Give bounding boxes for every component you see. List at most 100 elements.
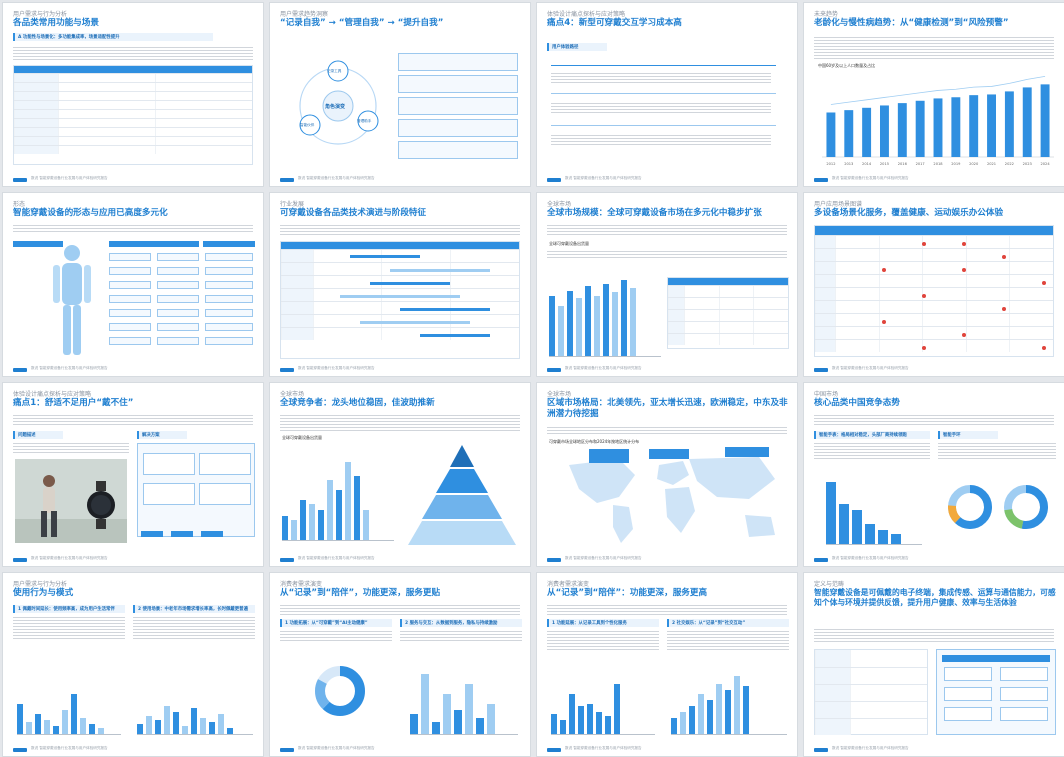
slide-8[interactable]: 用户应用场景图谱 多设备场景化服务，覆盖健康、运动娱乐办公体验 数说 智能穿戴设…: [803, 192, 1064, 377]
journey-notes: [551, 133, 771, 147]
body-text: [814, 627, 1054, 643]
device-tag: [205, 337, 253, 345]
slide-section: 中国市场: [814, 391, 839, 398]
slide-footer: 数说 智能穿戴设备行业发展与用户体验研究报告: [31, 176, 108, 180]
body-text: [547, 629, 659, 651]
slide-3[interactable]: 体验设计痛点探析与应对策略 痛点4：新型可穿戴交互学习成本高 用户体验路径 数说…: [536, 2, 798, 187]
chart-bar: [826, 112, 836, 157]
flow-card: [199, 453, 251, 475]
brand-logo-icon: [13, 558, 27, 562]
body-text: [938, 441, 1056, 459]
body-text: [13, 615, 125, 641]
slide-5[interactable]: 形态 智能穿戴设备的形态与应用已高度多元化: [2, 192, 264, 377]
device-tag: [205, 295, 253, 303]
chart-bar: [862, 107, 872, 157]
service-bars: [410, 665, 518, 735]
body-text: [814, 413, 1054, 427]
body-text: [133, 615, 255, 641]
watch-bars: [826, 475, 922, 545]
slide-footer: 数说 智能穿戴设备行业发展与用户体验研究报告: [31, 366, 108, 370]
scope-card: [944, 707, 992, 721]
slide-4[interactable]: 未来趋势 老龄化与慢性病趋势：从“健康检测”到“风险预警” 中国60岁及以上人口…: [803, 2, 1064, 187]
section-pill: 2 使用场景：中老年市场需求增长率高，长时佩戴更普遍: [133, 605, 255, 613]
slide-title: 全球竞争者：龙头地位稳固，佳波助推新: [280, 398, 435, 408]
world-map: [569, 447, 775, 543]
slide-2[interactable]: 用户需求趋势洞察 “记录自我” → “管理自我” → “提升自我” 角色演变 记…: [269, 2, 531, 187]
brand-logo-icon: [547, 558, 561, 562]
timeline-bar: [370, 282, 450, 285]
slide-1[interactable]: 用户需求与行为分析 各品类常用功能与场景 A 功能性与场景化：多功能集成率，场景…: [2, 2, 264, 187]
body-text: [13, 441, 129, 455]
chart-caption: 全球可穿戴设备出货量: [549, 241, 589, 246]
body-text: [814, 441, 930, 459]
chart-bar: [951, 97, 961, 157]
section-pill: 1 功能拓展：从“可穿戴”到“AI主动健康”: [280, 619, 392, 627]
slide-7[interactable]: 全球市场 全球市场规模：全球可穿戴设备市场在多元化中稳步扩张 全球可穿戴设备出货…: [536, 192, 798, 377]
chart-tick-label: 2024: [1040, 162, 1050, 166]
device-tag: [109, 323, 151, 331]
flow-card: [143, 453, 195, 475]
device-tag: [157, 281, 199, 289]
feature-donut-chart: [315, 666, 365, 716]
chart-caption: 中国60岁及以上人口数量及占比: [818, 63, 876, 68]
node-label: 记录工具: [327, 69, 342, 73]
section-pill: 用户体验路径: [547, 43, 607, 51]
slide-footer: 数说 智能穿戴设备行业发展与用户体验研究报告: [565, 556, 642, 560]
body-text: [280, 223, 520, 237]
slide-section: 用户需求与行为分析: [13, 581, 68, 588]
device-tag: [109, 337, 151, 345]
chart-tick-label: 2021: [987, 162, 996, 166]
slide-6[interactable]: 行业发展 可穿戴设备各品类技术演进与阶段特征 数说 智能穿戴设备行业发展与用户体…: [269, 192, 531, 377]
slide-title: 区域市场格局：北美领先，亚太增长迅速，欧洲稳定，中东及非洲潜力待挖掘: [547, 398, 788, 419]
slide-14[interactable]: 消费者需求演变 从“记录”到“陪伴”，功能更深，服务更贴 1 功能拓展：从“可穿…: [269, 572, 531, 757]
function-bars: [551, 665, 655, 735]
slide-13[interactable]: 用户需求与行为分析 使用行为与模式 1 佩戴时间延长：使用频率高，成为用户生活常…: [2, 572, 264, 757]
device-tag: [205, 309, 253, 317]
stage-card: [398, 75, 518, 93]
timeline-bar: [360, 321, 470, 324]
chart-bar: [933, 98, 943, 157]
market-pyramid: [408, 445, 516, 545]
section-pill: 智能手表：格局相对稳定，头部厂商持续领跑: [814, 431, 930, 439]
chart-bar: [1040, 84, 1050, 157]
slide-9[interactable]: 体验设计痛点探析与应对策略 痛点1：舒适不足用户“戴不住” 问题描述 解决方案 …: [2, 382, 264, 567]
chart-bar: [1004, 91, 1014, 157]
body-text: [547, 603, 787, 615]
band-donut-charts: [948, 485, 1048, 529]
runner-photo: [15, 459, 127, 543]
slide-title: 使用行为与模式: [13, 588, 74, 598]
body-text: [280, 629, 392, 643]
slide-15[interactable]: 消费者需求演变 从“记录”到“陪伴”：功能更深，服务更高 1 功能延展：从记录工…: [536, 572, 798, 757]
flow-step: [201, 531, 223, 537]
slide-footer: 数说 智能穿戴设备行业发展与用户体验研究报告: [832, 556, 909, 560]
device-tag: [157, 267, 199, 275]
slide-11[interactable]: 全球市场 区域市场格局：北美领先，亚太增长迅速，欧洲稳定，中东及非洲潜力待挖掘 …: [536, 382, 798, 567]
slide-section: 体验设计痛点探析与应对策略: [547, 11, 626, 18]
body-silhouette-icon: [53, 245, 91, 355]
scope-card: [944, 687, 992, 701]
shipment-bars: [549, 273, 661, 357]
slide-10[interactable]: 全球市场 全球竞争者：龙头地位稳固，佳波助推新 全球可穿戴设备出货量 数说 智能…: [269, 382, 531, 567]
slide-12[interactable]: 中国市场 核心品类中国竞争态势 智能手表：格局相对稳定，头部厂商持续领跑 智能手…: [803, 382, 1064, 567]
scope-card: [944, 667, 992, 681]
slide-title: 痛点1：舒适不足用户“戴不住”: [13, 398, 134, 408]
slide-section: 消费者需求演变: [547, 581, 590, 588]
stage-card: [398, 97, 518, 115]
chart-caption: 可穿戴市场全球地区分布和2024年按地区统计分布: [549, 439, 640, 444]
brand-logo-icon: [814, 558, 828, 562]
chart-bar: [897, 103, 907, 157]
scope-card: [1000, 707, 1048, 721]
chart-bar: [844, 110, 854, 157]
brand-logo-icon: [814, 178, 828, 182]
timeline-bar: [400, 308, 490, 311]
slide-footer: 数说 智能穿戴设备行业发展与用户体验研究报告: [565, 176, 642, 180]
device-tag: [109, 253, 151, 261]
age-group-bars: [137, 665, 253, 735]
chart-bar: [969, 95, 979, 157]
brand-logo-icon: [280, 368, 294, 372]
journey-line: [551, 125, 776, 126]
scope-card: [1000, 667, 1048, 681]
timeline-bar: [390, 269, 490, 272]
slide-16[interactable]: 定义与范畴 智能穿戴设备是可佩戴的电子终端，集成传感、运算与通信能力，可感知个体…: [803, 572, 1064, 757]
